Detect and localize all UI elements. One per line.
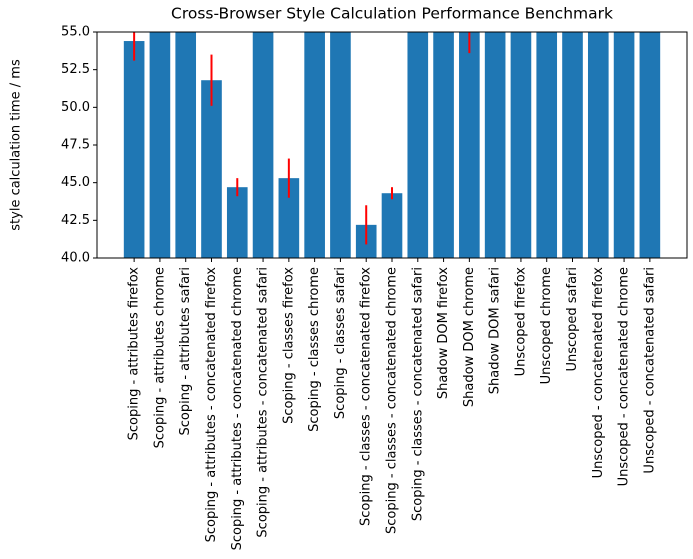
bar <box>381 193 403 258</box>
bar <box>175 32 197 258</box>
plot-frame <box>96 31 688 259</box>
y-tick-label: 42.5 <box>61 213 90 228</box>
plot-area <box>123 32 661 258</box>
x-tick-label: Unscoped firefox <box>513 267 528 377</box>
bar <box>304 32 325 258</box>
bar <box>459 32 480 258</box>
bar <box>252 32 274 258</box>
x-tick-label: Unscoped - concatenated chrome <box>617 267 632 486</box>
bar <box>613 32 635 258</box>
y-tick-label: 52.5 <box>61 62 90 77</box>
bar <box>536 32 558 258</box>
y-tick-label: 47.5 <box>61 138 90 153</box>
y-axis-label: style calculation time / ms <box>9 59 24 231</box>
x-tick-label: Shadow DOM firefox <box>436 267 451 399</box>
x-tick-label: Scoping - classes - concatenated safari <box>410 267 425 521</box>
bar <box>562 32 583 258</box>
bar <box>226 187 248 258</box>
bar <box>433 32 454 258</box>
bar <box>278 178 300 258</box>
x-tick-label: Shadow DOM safari <box>488 267 503 394</box>
bar <box>330 32 351 258</box>
x-tick-label: Scoping - attributes - concatenated safa… <box>256 267 271 538</box>
x-tick-label: Scoping - classes firefox <box>281 267 296 424</box>
x-tick-label: Scoping - attributes safari <box>178 267 193 436</box>
bar <box>407 32 429 258</box>
bar <box>639 32 661 258</box>
x-tick-label: Unscoped chrome <box>539 267 554 384</box>
x-tick-label: Unscoped - concatenated safari <box>642 267 657 474</box>
x-tick-label: Scoping - classes - concatenated chrome <box>385 267 400 534</box>
chart-title: Cross-Browser Style Calculation Performa… <box>171 5 613 23</box>
x-tick-label: Unscoped - concatenated firefox <box>591 267 606 479</box>
x-tick-label: Scoping - classes safari <box>333 267 348 419</box>
y-tick-label: 55.0 <box>61 25 90 40</box>
x-tick-label: Scoping - attributes - concatenated fire… <box>204 267 219 543</box>
x-tick-label: Unscoped safari <box>565 267 580 372</box>
x-tick-label: Scoping - classes chrome <box>307 267 322 432</box>
bar <box>149 32 171 258</box>
x-tick-label: Scoping - attributes chrome <box>152 267 167 448</box>
x-tick-label: Scoping - attributes - concatenated chro… <box>230 267 245 550</box>
y-tick-label: 50.0 <box>61 100 90 115</box>
bar <box>484 32 506 258</box>
y-tick-label: 40.0 <box>61 251 90 266</box>
bar <box>587 32 609 258</box>
x-tick-label: Shadow DOM chrome <box>462 267 477 407</box>
y-tick-label: 45.0 <box>61 175 90 190</box>
bar <box>510 32 532 258</box>
bar <box>123 41 145 258</box>
x-tick-label: Scoping - attributes firefox <box>127 267 142 441</box>
bar <box>201 80 222 258</box>
x-tick-label: Scoping - classes - concatenated firefox <box>359 267 374 526</box>
